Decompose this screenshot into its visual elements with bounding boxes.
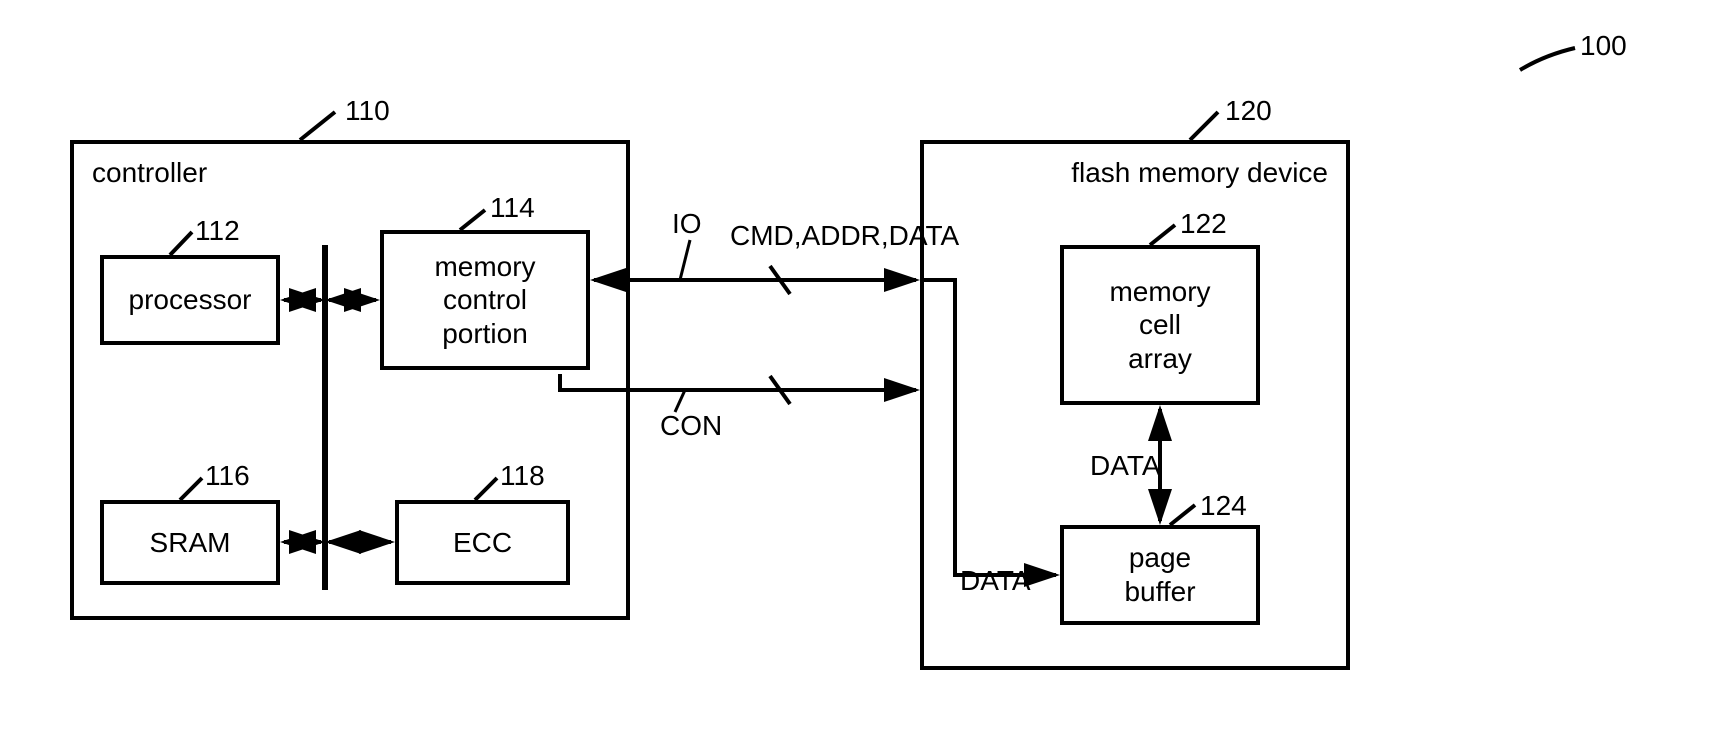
- page-buffer-block: page buffer: [1060, 525, 1260, 625]
- ref-leader-system: [1520, 48, 1575, 70]
- mem-ctrl-line3: portion: [434, 317, 535, 351]
- leader-io: [680, 240, 690, 280]
- processor-label: processor: [129, 283, 252, 317]
- ref-sram: 116: [205, 460, 250, 492]
- ref-flash: 120: [1225, 95, 1272, 127]
- signal-data2: DATA: [960, 565, 1031, 597]
- leader-con: [675, 390, 685, 412]
- sram-block: SRAM: [100, 500, 280, 585]
- page-buf-line2: buffer: [1124, 575, 1195, 609]
- mem-ctrl-line2: control: [434, 283, 535, 317]
- page-buf-line1: page: [1124, 541, 1195, 575]
- signal-cmd: CMD,ADDR,DATA: [730, 220, 959, 252]
- slash-con: [770, 376, 790, 404]
- ref-processor: 112: [195, 215, 240, 247]
- mem-array-line3: array: [1109, 342, 1210, 376]
- signal-data1: DATA: [1090, 450, 1161, 482]
- memory-control-label: memory control portion: [434, 250, 535, 351]
- memory-cell-array-block: memory cell array: [1060, 245, 1260, 405]
- sram-label: SRAM: [150, 526, 231, 560]
- mem-ctrl-line1: memory: [434, 250, 535, 284]
- ref-mem-ctrl: 114: [490, 192, 535, 224]
- ecc-label: ECC: [453, 526, 512, 560]
- ref-ecc: 118: [500, 460, 545, 492]
- signal-con: CON: [660, 410, 722, 442]
- mem-array-line2: cell: [1109, 308, 1210, 342]
- memory-control-block: memory control portion: [380, 230, 590, 370]
- page-buffer-label: page buffer: [1124, 541, 1195, 608]
- ref-page-buf: 124: [1200, 490, 1247, 522]
- ref-leader-flash: [1190, 112, 1218, 140]
- slash-io: [770, 266, 790, 294]
- ref-mem-array: 122: [1180, 208, 1227, 240]
- processor-block: processor: [100, 255, 280, 345]
- ecc-block: ECC: [395, 500, 570, 585]
- ref-controller: 110: [345, 95, 390, 127]
- flash-title: flash memory device: [942, 156, 1328, 190]
- ref-leader-controller: [300, 112, 335, 140]
- signal-io: IO: [672, 208, 702, 240]
- mem-array-line1: memory: [1109, 275, 1210, 309]
- ref-system: 100: [1580, 30, 1627, 62]
- controller-title: controller: [92, 156, 207, 190]
- memory-cell-array-label: memory cell array: [1109, 275, 1210, 376]
